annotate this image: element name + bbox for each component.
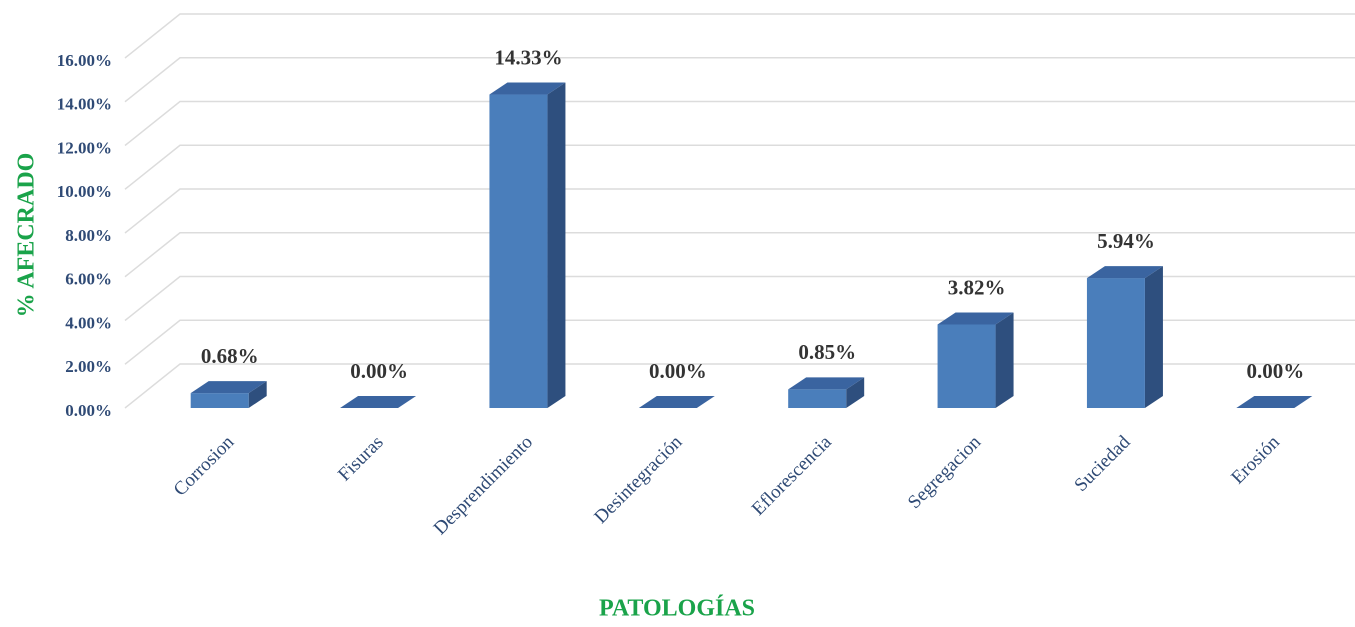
bar xyxy=(190,381,267,408)
bar xyxy=(937,312,1014,408)
bar-top xyxy=(1086,266,1163,279)
x-tick-label: Erosión xyxy=(1227,431,1284,488)
value-label: 0.85% xyxy=(798,340,856,364)
x-axis-title: PATOLOGÍAS xyxy=(599,596,755,622)
bar-top xyxy=(340,396,417,408)
value-label: 0.00% xyxy=(350,359,408,383)
y-tick-label: 12.00% xyxy=(57,138,112,157)
bar-top xyxy=(1236,396,1313,408)
x-tick-label: Desintegración xyxy=(590,431,687,528)
grid-line xyxy=(124,319,1355,365)
x-tick-label: Corrosion xyxy=(170,431,239,500)
bar-side xyxy=(248,381,267,408)
grid-line xyxy=(124,232,1355,278)
grid-line xyxy=(124,188,1355,234)
grid-line xyxy=(124,363,1355,409)
x-tick-label: Fisuras xyxy=(334,432,388,486)
bar-top xyxy=(937,312,1014,325)
x-tick-label: Eflorescencia xyxy=(748,431,836,519)
bar xyxy=(340,396,417,408)
value-label: 14.33% xyxy=(494,45,562,69)
y-tick-label: 10.00% xyxy=(57,182,112,201)
bar-top xyxy=(190,381,267,394)
bar xyxy=(788,377,865,408)
bar-side xyxy=(995,312,1014,408)
bar-front xyxy=(489,94,548,408)
bar-side xyxy=(1144,266,1163,408)
x-tick-label: Segregacion xyxy=(904,431,986,513)
bar-side xyxy=(547,82,566,408)
value-label: 0.68% xyxy=(201,344,259,368)
value-label: 3.82% xyxy=(948,275,1006,299)
y-tick-label: 6.00% xyxy=(65,270,112,289)
value-label: 0.00% xyxy=(1246,359,1304,383)
grid-line xyxy=(124,100,1355,147)
grid-line xyxy=(124,144,1355,190)
x-tick-label: Suciedad xyxy=(1070,431,1134,495)
bar-front xyxy=(788,389,847,408)
bar-side xyxy=(846,377,865,408)
grid-line xyxy=(124,57,1355,103)
y-tick-label: 0.00% xyxy=(65,401,112,420)
y-tick-label: 16.00% xyxy=(57,51,112,70)
bar-front xyxy=(190,393,249,408)
bar xyxy=(1086,266,1163,408)
y-axis-title: % AFECRADO xyxy=(14,153,40,318)
bar-top xyxy=(489,82,566,95)
bar xyxy=(489,82,566,408)
bar-front xyxy=(937,324,996,408)
y-tick-label: 14.00% xyxy=(57,95,112,114)
value-label: 5.94% xyxy=(1097,229,1155,253)
value-label: 0.00% xyxy=(649,359,707,383)
bar-top xyxy=(638,396,715,408)
y-tick-label: 2.00% xyxy=(65,357,112,376)
grid-line xyxy=(124,13,1355,59)
bar-front xyxy=(1086,278,1145,408)
bar xyxy=(638,396,715,408)
bar xyxy=(1236,396,1313,408)
x-tick-label: Desprendimiento xyxy=(430,432,537,539)
y-tick-label: 8.00% xyxy=(65,226,112,245)
bar-top xyxy=(788,377,865,390)
y-tick-label: 4.00% xyxy=(65,313,112,332)
grid-line xyxy=(124,275,1355,322)
